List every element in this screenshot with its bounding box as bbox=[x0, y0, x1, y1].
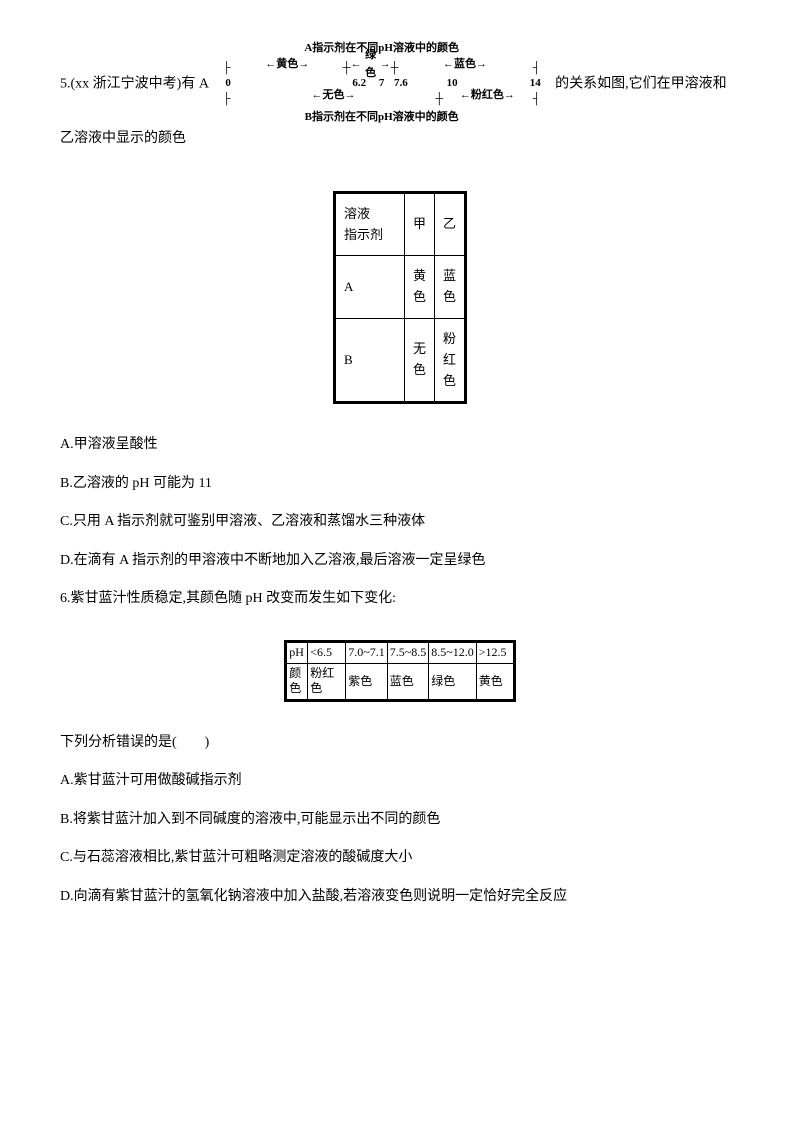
t2-c5: 黄色 bbox=[476, 663, 514, 700]
t1-h2: 甲 bbox=[404, 192, 434, 256]
t1-h1a: 溶液 bbox=[344, 204, 396, 225]
t2-ph2: 7.0~7.1 bbox=[346, 642, 388, 664]
t1-r1-label: A bbox=[334, 256, 404, 319]
q5-option-d: D.在滴有 A 指示剂的甲溶液中不断地加入乙溶液,最后溶液一定呈绿色 bbox=[60, 550, 740, 572]
t1-h1b: 指示剂 bbox=[344, 225, 396, 246]
t2-ph4: 8.5~12.0 bbox=[429, 642, 477, 664]
indicator-table: 溶液 指示剂 甲 乙 A 黄色 蓝色 B 无色 粉红色 bbox=[333, 191, 467, 405]
t2-c3: 蓝色 bbox=[387, 663, 429, 700]
chart-title-b: B指示剂在不同pH溶液中的颜色 bbox=[212, 109, 552, 127]
q6-option-c: C.与石蕊溶液相比,紫甘蓝汁可粗略测定溶液的酸碱度大小 bbox=[60, 847, 740, 869]
tick-14: 14 bbox=[530, 75, 541, 93]
q5-prefix: 5.(xx 浙江宁波中考)有 A bbox=[60, 76, 208, 91]
q6-stem: 6.紫甘蓝汁性质稳定,其颜色随 pH 改变而发生如下变化: bbox=[60, 588, 740, 610]
seg-a3: 蓝色 bbox=[454, 56, 476, 74]
t1-r1-c2: 蓝色 bbox=[435, 256, 466, 319]
tick-10: 10 bbox=[447, 75, 458, 93]
ph-color-table: pH <6.5 7.0~7.1 7.5~8.5 8.5~12.0 >12.5 颜… bbox=[284, 640, 516, 702]
seg-b2: 粉红色 bbox=[471, 87, 504, 105]
q6-option-a: A.紫甘蓝汁可用做酸碱指示剂 bbox=[60, 770, 740, 792]
tick-0: 0 bbox=[225, 75, 231, 93]
t2-c2: 紫色 bbox=[346, 663, 388, 700]
question-5: 5.(xx 浙江宁波中考)有 A A指示剂在不同pH溶液中的颜色 ├ ←黄色→ … bbox=[60, 40, 740, 151]
t2-ph5: >12.5 bbox=[476, 642, 514, 664]
t1-r2-c2: 粉红色 bbox=[435, 318, 466, 402]
q6-option-d: D.向滴有紫甘蓝汁的氢氧化钠溶液中加入盐酸,若溶液变色则说明一定恰好完全反应 bbox=[60, 886, 740, 908]
q5-option-c: C.只用 A 指示剂就可鉴别甲溶液、乙溶液和蒸馏水三种液体 bbox=[60, 511, 740, 533]
t2-color-label: 颜色 bbox=[286, 663, 308, 700]
t1-r1-c1: 黄色 bbox=[404, 256, 434, 319]
page-content: 5.(xx 浙江宁波中考)有 A A指示剂在不同pH溶液中的颜色 ├ ←黄色→ … bbox=[0, 0, 800, 964]
t1-h3: 乙 bbox=[435, 192, 466, 256]
t2-ph-label: pH bbox=[286, 642, 308, 664]
t1-r2-c1: 无色 bbox=[404, 318, 434, 402]
seg-a1: 黄色 bbox=[276, 56, 298, 74]
t2-ph3: 7.5~8.5 bbox=[387, 642, 429, 664]
ph-chart: A指示剂在不同pH溶液中的颜色 ├ ←黄色→ ┼ ←绿色→ ┼ ←蓝色→ ┤ 0… bbox=[212, 40, 552, 128]
tick-7: 7 bbox=[379, 75, 385, 93]
chart-row-b: ├ ←无色→ ┼ ←粉红色→ ┤ bbox=[222, 91, 542, 109]
q5-option-a: A.甲溶液呈酸性 bbox=[60, 434, 740, 456]
t2-ph1: <6.5 bbox=[308, 642, 346, 664]
question-6: 6.紫甘蓝汁性质稳定,其颜色随 pH 改变而发生如下变化: pH <6.5 7.… bbox=[60, 588, 740, 908]
t2-c1: 粉红色 bbox=[308, 663, 346, 700]
q6-option-b: B.将紫甘蓝汁加入到不同碱度的溶液中,可能显示出不同的颜色 bbox=[60, 809, 740, 831]
q6-question: 下列分析错误的是( ) bbox=[60, 732, 740, 754]
q5-option-b: B.乙溶液的 pH 可能为 11 bbox=[60, 473, 740, 495]
tick-76: 7.6 bbox=[394, 75, 408, 93]
t2-c4: 绿色 bbox=[429, 663, 477, 700]
t1-r2-label: B bbox=[334, 318, 404, 402]
seg-b1: 无色 bbox=[323, 87, 345, 105]
t1-header-diag: 溶液 指示剂 bbox=[334, 192, 404, 256]
